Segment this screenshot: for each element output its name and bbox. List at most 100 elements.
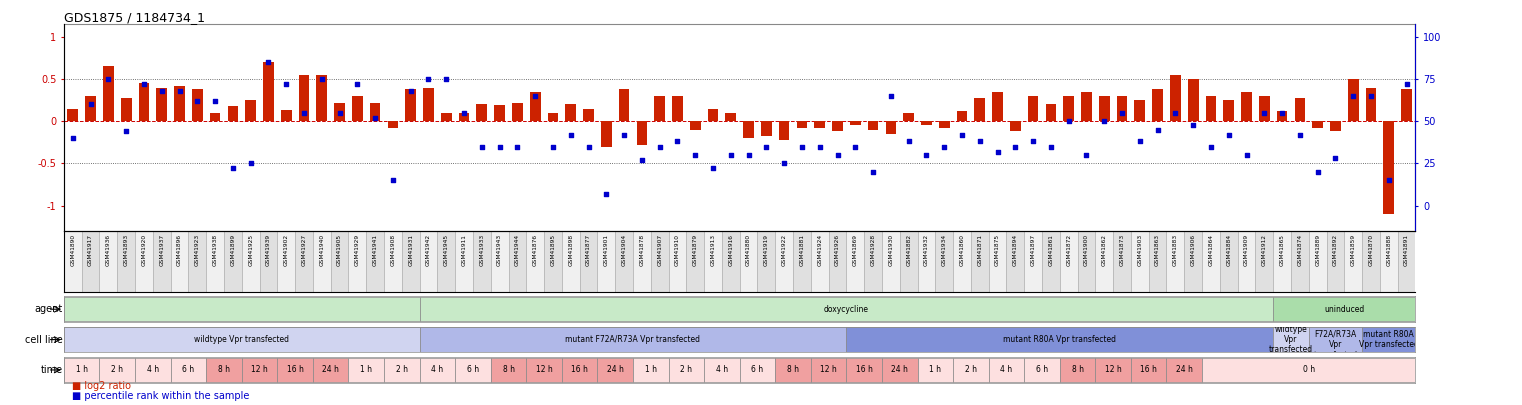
Bar (673, 96, 683, 121)
Bar (1081, 92, 1091, 121)
Point (647, 143, 671, 150)
Text: GSM41875: GSM41875 (995, 234, 1000, 266)
Point (1359, 93, 1383, 99)
Bar (726, 113, 737, 121)
Bar (758, 231, 775, 292)
Text: 12 h: 12 h (251, 365, 268, 375)
Text: 2 h: 2 h (396, 365, 408, 375)
Point (274, 81, 298, 87)
Bar (64, 358, 99, 382)
Bar (918, 358, 953, 382)
Bar (846, 358, 881, 382)
Text: GSM41892: GSM41892 (1333, 234, 1338, 266)
Bar (135, 358, 170, 382)
Text: GSM41865: GSM41865 (1280, 234, 1285, 266)
Bar (796, 121, 807, 128)
Point (1216, 132, 1240, 138)
Point (487, 143, 511, 150)
Text: GSM41870: GSM41870 (1368, 234, 1373, 266)
Bar (64, 297, 420, 322)
Point (950, 132, 974, 138)
Bar (192, 89, 202, 121)
Text: GSM41893: GSM41893 (123, 234, 129, 266)
Text: GSM41861: GSM41861 (1049, 234, 1053, 266)
Text: GSM41860: GSM41860 (959, 234, 965, 266)
Bar (85, 96, 96, 121)
Bar (476, 104, 487, 121)
Text: GSM41919: GSM41919 (764, 234, 769, 266)
Bar (651, 231, 668, 292)
Point (470, 143, 495, 150)
Point (1269, 110, 1294, 116)
Bar (668, 231, 686, 292)
Text: GSM41882: GSM41882 (906, 234, 912, 266)
Bar (849, 121, 860, 126)
Point (79, 101, 103, 108)
Bar (811, 231, 828, 292)
Bar (1024, 358, 1059, 382)
Text: 4 h: 4 h (715, 365, 728, 375)
Bar (881, 231, 900, 292)
Bar (423, 87, 434, 121)
Text: ■ log2 ratio: ■ log2 ratio (72, 381, 131, 391)
Point (843, 143, 868, 150)
Text: GSM41945: GSM41945 (444, 234, 449, 266)
Text: GSM41891: GSM41891 (1405, 234, 1409, 266)
Bar (277, 231, 295, 292)
Bar (689, 121, 700, 130)
Text: GSM41898: GSM41898 (568, 234, 574, 266)
Text: GSM41901: GSM41901 (604, 234, 609, 266)
Bar (619, 89, 630, 121)
Bar (245, 100, 256, 121)
Bar (1383, 121, 1394, 214)
Point (1056, 118, 1081, 124)
Text: GSM41897: GSM41897 (1030, 234, 1035, 266)
Text: wildtype
Vpr
transfected: wildtype Vpr transfected (1269, 325, 1313, 354)
Bar (918, 231, 936, 292)
Text: 16 h: 16 h (286, 365, 303, 375)
Text: 24 h: 24 h (892, 365, 909, 375)
Text: GSM41871: GSM41871 (977, 234, 982, 266)
Bar (242, 358, 277, 382)
Text: 24 h: 24 h (323, 365, 339, 375)
Bar (1309, 231, 1327, 292)
Bar (1274, 297, 1415, 322)
Bar (548, 113, 559, 121)
Bar (740, 231, 758, 292)
Bar (1187, 79, 1198, 121)
Point (221, 165, 245, 172)
Bar (953, 231, 971, 292)
Point (577, 143, 601, 150)
Text: 6 h: 6 h (467, 365, 479, 375)
Point (114, 128, 139, 134)
Bar (1202, 231, 1219, 292)
Text: GSM41876: GSM41876 (533, 234, 537, 266)
Bar (527, 231, 543, 292)
Bar (1059, 231, 1078, 292)
Text: 4 h: 4 h (431, 365, 443, 375)
Point (1394, 81, 1419, 87)
Point (327, 110, 352, 116)
Point (1003, 143, 1027, 150)
Bar (135, 231, 152, 292)
Point (968, 138, 992, 145)
Bar (1259, 96, 1269, 121)
Text: GSM41907: GSM41907 (658, 234, 662, 266)
Point (1146, 126, 1170, 133)
Bar (1274, 327, 1309, 352)
Text: GSM41880: GSM41880 (746, 234, 750, 266)
Bar (1295, 98, 1306, 121)
Text: 2 h: 2 h (965, 365, 977, 375)
Bar (565, 104, 577, 121)
Bar (458, 113, 469, 121)
Bar (974, 98, 985, 121)
Point (755, 143, 779, 150)
Bar (1078, 231, 1096, 292)
Point (399, 87, 423, 94)
Bar (473, 231, 490, 292)
Point (540, 143, 565, 150)
Text: GSM41864: GSM41864 (1208, 234, 1213, 266)
Bar (1064, 96, 1075, 121)
Point (1181, 122, 1205, 128)
Bar (1224, 100, 1234, 121)
